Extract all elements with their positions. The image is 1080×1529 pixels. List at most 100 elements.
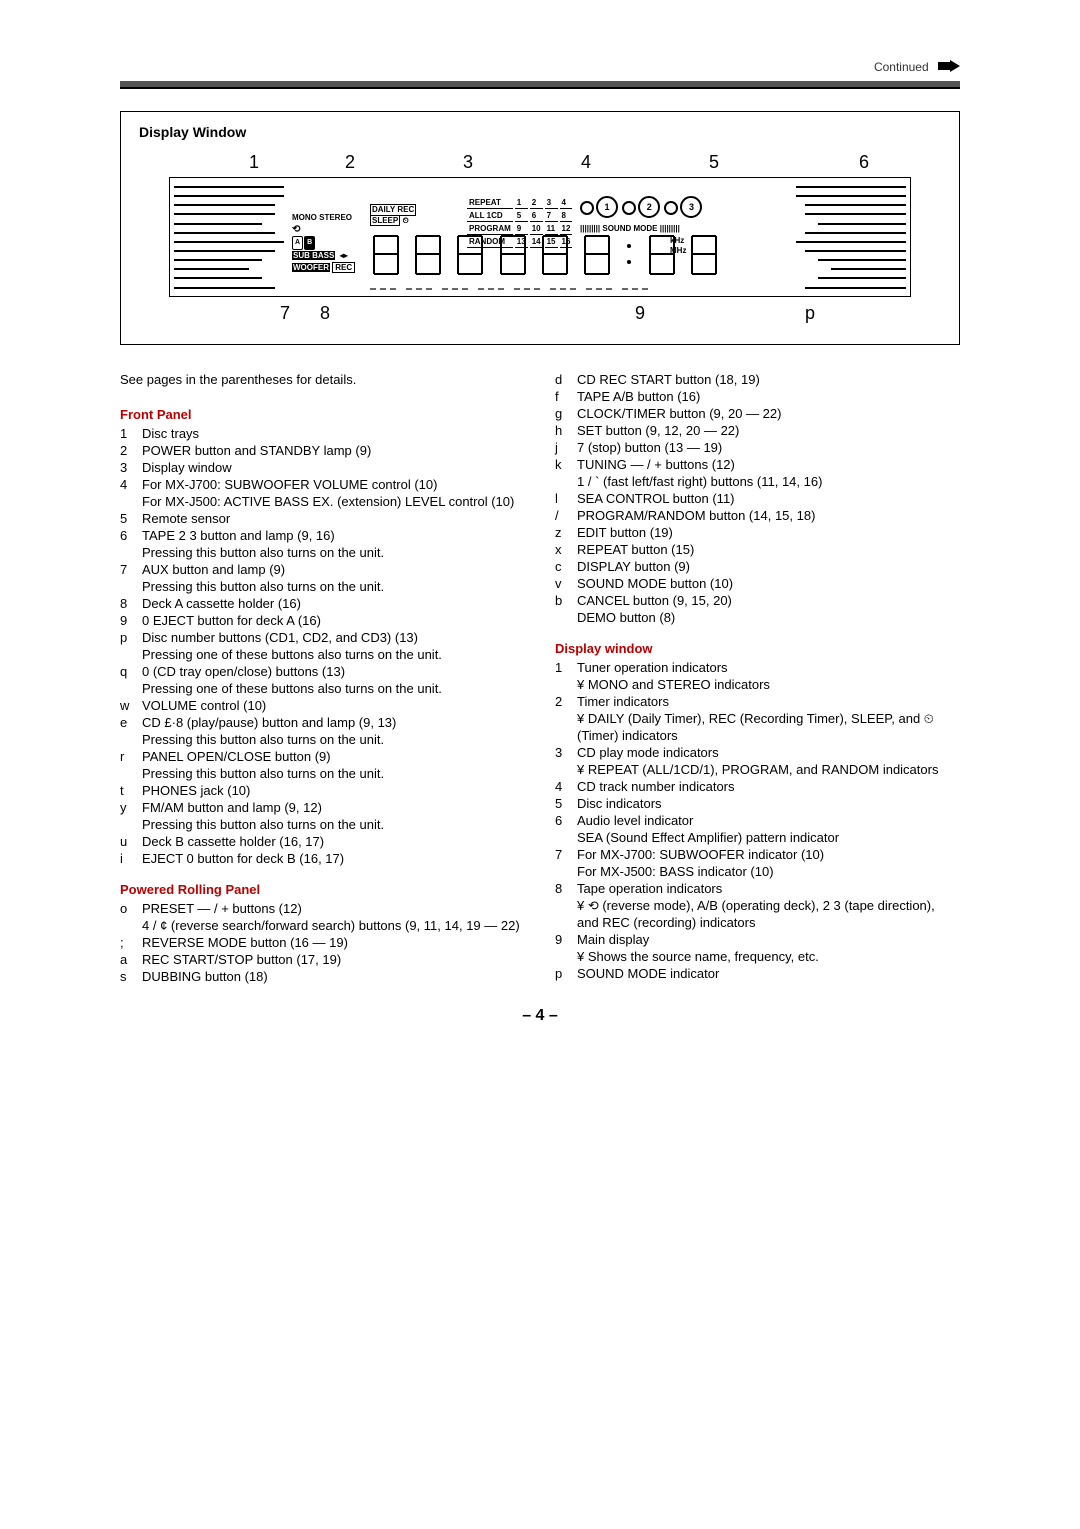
header-rule	[120, 81, 960, 89]
disc-1-icon: 1	[596, 196, 618, 218]
item-text: TAPE 2 3 button and lamp (9, 16)Pressing…	[142, 527, 525, 561]
list-item: 7For MX-J700: SUBWOOFER indicator (10)Fo…	[555, 846, 960, 880]
rec-label: REC	[332, 262, 355, 273]
callout-3: 3	[398, 152, 538, 173]
item-number: 5	[120, 510, 142, 527]
list-item: sDUBBING button (18)	[120, 968, 525, 985]
list-item: pSOUND MODE indicator	[555, 965, 960, 982]
left-column: See pages in the parentheses for details…	[120, 371, 525, 985]
item-text: FM/AM button and lamp (9, 12)Pressing th…	[142, 799, 525, 833]
intro-line: See pages in the parentheses for details…	[120, 371, 525, 388]
list-item: ;REVERSE MODE button (16 — 19)	[120, 934, 525, 951]
display-window-list-heading: Display window	[555, 640, 960, 657]
list-item: 7AUX button and lamp (9)Pressing this bu…	[120, 561, 525, 595]
list-item: oPRESET — / + buttons (12)4 / ¢ (reverse…	[120, 900, 525, 934]
item-number: 9	[120, 612, 142, 629]
item-number: b	[555, 592, 577, 626]
list-item: cDISPLAY button (9)	[555, 558, 960, 575]
item-number: x	[555, 541, 577, 558]
item-number: /	[555, 507, 577, 524]
item-number: i	[120, 850, 142, 867]
callout-2: 2	[302, 152, 398, 173]
item-text: Display window	[142, 459, 525, 476]
list-item: pDisc number buttons (CD1, CD2, and CD3)…	[120, 629, 525, 663]
item-text: DISPLAY button (9)	[577, 558, 960, 575]
item-number: q	[120, 663, 142, 697]
list-item: 3CD play mode indicatorsREPEAT (ALL/1CD/…	[555, 744, 960, 778]
item-number: k	[555, 456, 577, 490]
item-number: 5	[555, 795, 577, 812]
item-number: w	[120, 697, 142, 714]
list-item: 4CD track number indicators	[555, 778, 960, 795]
list-item: yFM/AM button and lamp (9, 12)Pressing t…	[120, 799, 525, 833]
item-text: AUX button and lamp (9)Pressing this but…	[142, 561, 525, 595]
item-number: d	[555, 371, 577, 388]
item-number: c	[555, 558, 577, 575]
item-text: For MX-J700: SUBWOOFER indicator (10)For…	[577, 846, 960, 880]
display-window-heading: Display Window	[139, 124, 941, 140]
item-number: e	[120, 714, 142, 748]
dot-matrix-row	[370, 283, 658, 292]
list-item: 4For MX-J700: SUBWOOFER VOLUME control (…	[120, 476, 525, 510]
disc-icons: 1 2 3	[580, 196, 704, 218]
callout-4: 4	[538, 152, 634, 173]
item-text: PANEL OPEN/CLOSE button (9)Pressing this…	[142, 748, 525, 782]
item-text: Tuner operation indicatorsMONO and STERE…	[577, 659, 960, 693]
item-text: Deck B cassette holder (16, 17)	[142, 833, 525, 850]
item-text: Main displayShows the source name, frequ…	[577, 931, 960, 965]
item-text: Tape operation indicators⟲ (reverse mode…	[577, 880, 960, 931]
right-buttons-list: dCD REC START button (18, 19)fTAPE A/B b…	[555, 371, 960, 626]
item-number: 2	[555, 693, 577, 744]
columns: See pages in the parentheses for details…	[120, 371, 960, 985]
item-text: Remote sensor	[142, 510, 525, 527]
list-item: 2POWER button and STANDBY lamp (9)	[120, 442, 525, 459]
list-item: gCLOCK/TIMER button (9, 20 — 22)	[555, 405, 960, 422]
item-number: l	[555, 490, 577, 507]
item-number: 7	[120, 561, 142, 595]
subbass-label: SUB BASS	[292, 251, 335, 260]
item-number: 9	[555, 931, 577, 965]
item-number: s	[120, 968, 142, 985]
list-item: /PROGRAM/RANDOM button (14, 15, 18)	[555, 507, 960, 524]
item-text: 7 (stop) button (13 — 19)	[577, 439, 960, 456]
page-number: – 4 –	[120, 1007, 960, 1025]
item-text: Deck A cassette holder (16)	[142, 595, 525, 612]
item-text: REC START/STOP button (17, 19)	[142, 951, 525, 968]
front-panel-list: 1Disc trays2POWER button and STANDBY lam…	[120, 425, 525, 867]
item-number: r	[120, 748, 142, 782]
item-text: PROGRAM/RANDOM button (14, 15, 18)	[577, 507, 960, 524]
item-text: EDIT button (19)	[577, 524, 960, 541]
sub-item: MONO and STEREO indicators	[577, 677, 770, 692]
powered-rolling-panel-heading: Powered Rolling Panel	[120, 881, 525, 898]
right-column: dCD REC START button (18, 19)fTAPE A/B b…	[555, 371, 960, 985]
item-text: TAPE A/B button (16)	[577, 388, 960, 405]
item-number: h	[555, 422, 577, 439]
callout-6: 6	[794, 152, 934, 173]
mono-stereo-label: MONO STEREO	[292, 212, 355, 224]
deck-b-pill: B	[304, 236, 315, 250]
callout-p: p	[750, 303, 870, 324]
item-number: ;	[120, 934, 142, 951]
powered-rolling-panel-list: oPRESET — / + buttons (12)4 / ¢ (reverse…	[120, 900, 525, 985]
item-text: CD track number indicators	[577, 778, 960, 795]
item-number: u	[120, 833, 142, 850]
item-text: CD REC START button (18, 19)	[577, 371, 960, 388]
list-item: aREC START/STOP button (17, 19)	[120, 951, 525, 968]
list-item: j7 (stop) button (13 — 19)	[555, 439, 960, 456]
deck-a-pill: A	[292, 236, 303, 250]
list-item: 3Display window	[120, 459, 525, 476]
item-text: REPEAT button (15)	[577, 541, 960, 558]
callouts-top: 1 2 3 4 5 6	[139, 152, 941, 173]
item-text: Audio level indicatorSEA (Sound Effect A…	[577, 812, 960, 846]
list-item: 8Tape operation indicators⟲ (reverse mod…	[555, 880, 960, 931]
list-item: wVOLUME control (10)	[120, 697, 525, 714]
item-text: PRESET — / + buttons (12)4 / ¢ (reverse …	[142, 900, 525, 934]
list-item: q0 (CD tray open/close) buttons (13)Pres…	[120, 663, 525, 697]
item-text: Disc number buttons (CD1, CD2, and CD3) …	[142, 629, 525, 663]
list-item: uDeck B cassette holder (16, 17)	[120, 833, 525, 850]
list-item: zEDIT button (19)	[555, 524, 960, 541]
item-number: 8	[555, 880, 577, 931]
front-panel-heading: Front Panel	[120, 406, 525, 423]
list-item: 6Audio level indicatorSEA (Sound Effect …	[555, 812, 960, 846]
list-item: kTUNING — / + buttons (12)1 / ` (fast le…	[555, 456, 960, 490]
